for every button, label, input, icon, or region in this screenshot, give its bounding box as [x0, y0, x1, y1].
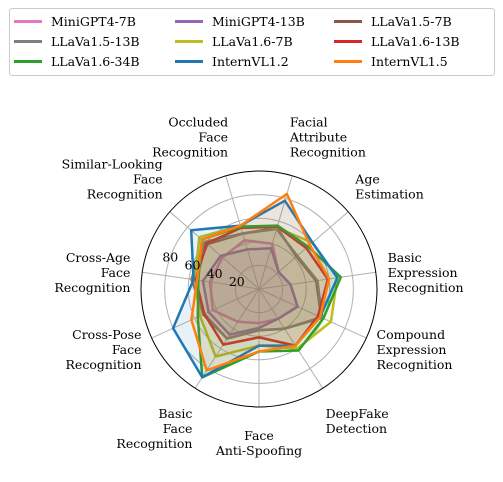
axis-label-3: Compound Expression Recognition	[377, 327, 453, 372]
axis-label-1: Age Estimation	[354, 172, 423, 202]
axis-label-6: Basic Face Recognition	[116, 406, 192, 451]
axis-label-2: Basic Expression Recognition	[388, 250, 464, 295]
tick-label-20: 20	[229, 274, 245, 289]
axis-label-8: Cross-Age Face Recognition	[54, 250, 130, 295]
tick-label-80: 80	[162, 250, 178, 265]
series-internvl1-5	[191, 194, 329, 371]
radar-series	[173, 194, 341, 377]
tick-label-40: 40	[207, 266, 223, 281]
axis-label-4: DeepFake Detection	[326, 406, 389, 436]
axis-label-7: Cross-Pose Face Recognition	[66, 327, 142, 372]
tick-label-60: 60	[185, 258, 201, 273]
axis-label-9: Similar-Looking Face Recognition	[62, 157, 163, 202]
axis-label-0: Facial Attribute Recognition	[289, 115, 366, 160]
axis-label-10: Occluded Face Recognition	[152, 115, 228, 160]
axis-label-5: Face Anti-Spoofing	[215, 428, 302, 458]
